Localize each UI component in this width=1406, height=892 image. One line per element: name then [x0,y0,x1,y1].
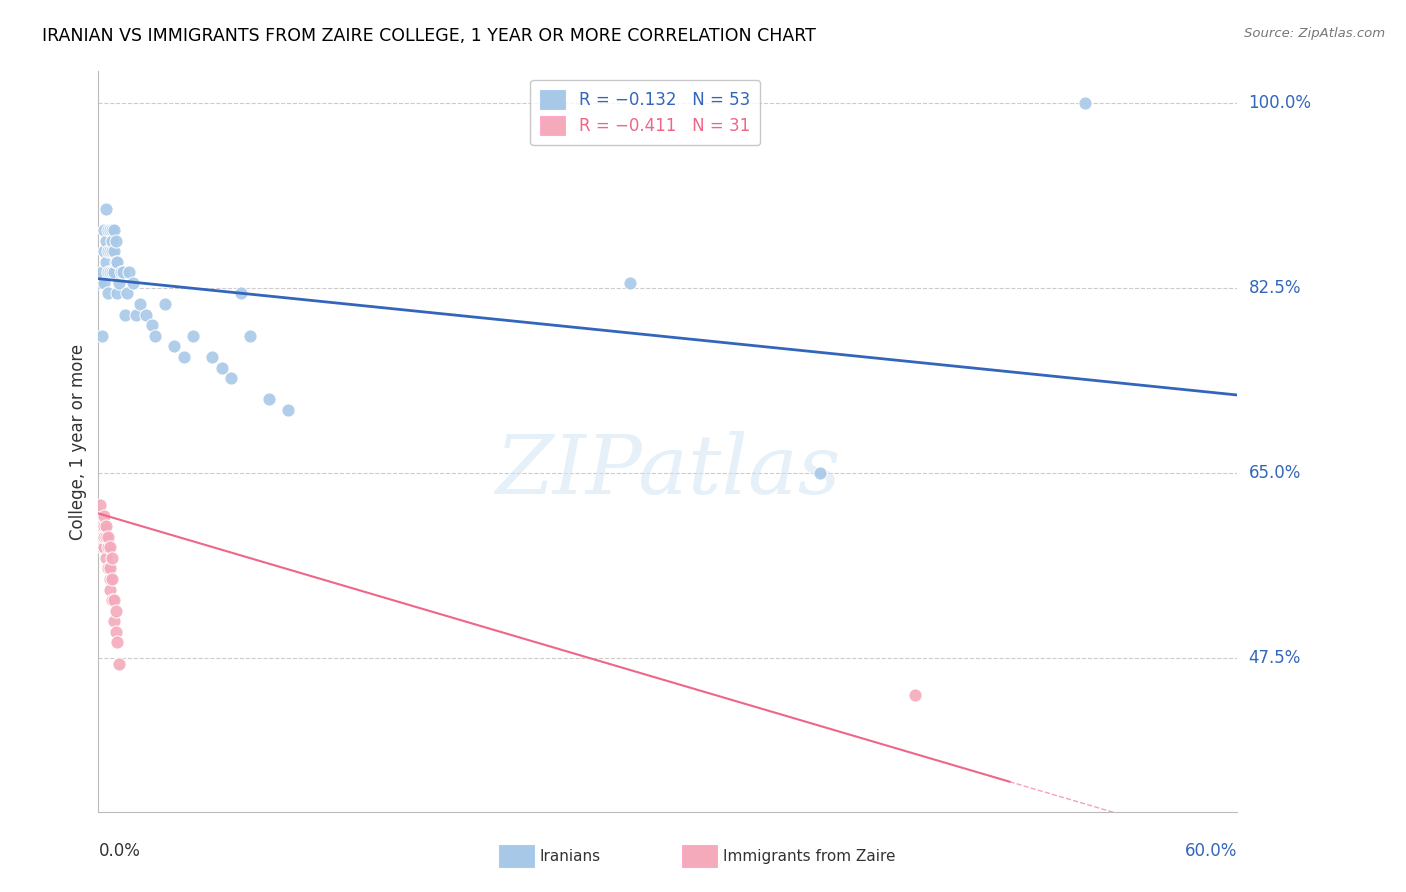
Point [104,234,127,248]
Point [93,276,115,290]
Point [89,498,111,512]
Point [98,244,121,259]
Text: 100.0%: 100.0% [1249,94,1312,112]
Point [97,530,120,544]
Point [97,223,120,237]
Point [118,265,141,279]
Point [141,318,163,333]
Y-axis label: College, 1 year or more: College, 1 year or more [69,343,87,540]
Point [103,615,125,629]
Point [135,308,157,322]
Point [107,254,129,268]
Point [808,467,831,481]
Point [108,657,131,671]
Point [94,234,117,248]
Point [98,223,121,237]
Legend: R = −0.132   N = 53, R = −0.411   N = 31: R = −0.132 N = 53, R = −0.411 N = 31 [530,79,759,145]
Point [211,360,233,375]
Point [97,265,120,279]
Point [100,234,122,248]
Point [98,541,121,555]
Point [93,244,115,259]
Point [103,223,125,237]
Point [98,582,121,597]
Point [100,593,122,607]
Text: 47.5%: 47.5% [1249,649,1301,667]
Text: 82.5%: 82.5% [1249,279,1301,297]
Point [91,541,114,555]
Point [100,265,122,279]
Point [121,276,143,290]
Point [153,297,176,311]
Point [91,530,114,544]
Point [91,519,114,533]
Point [97,541,120,555]
Point [93,519,115,533]
Point [129,297,152,311]
Point [100,572,122,586]
Point [277,402,299,417]
Point [107,635,129,649]
Point [115,286,138,301]
Point [163,339,186,353]
Point [98,572,121,586]
Point [103,593,125,607]
Point [1074,96,1097,111]
Point [91,519,114,533]
Point [114,308,136,322]
Text: Source: ZipAtlas.com: Source: ZipAtlas.com [1244,27,1385,40]
Point [91,328,114,343]
Point [201,350,224,364]
Point [239,328,262,343]
Point [103,244,125,259]
Point [89,276,111,290]
Point [173,350,195,364]
Point [93,223,115,237]
Point [221,371,243,385]
Text: Iranians: Iranians [540,849,600,863]
Point [93,530,115,544]
Point [619,276,641,290]
Point [89,519,111,533]
Point [229,286,252,301]
Point [98,561,121,575]
Point [97,561,120,575]
Point [259,392,281,407]
Text: 0.0%: 0.0% [98,842,141,860]
Point [112,265,135,279]
Point [183,328,205,343]
Point [93,508,115,523]
Point [94,550,117,565]
Point [103,265,125,279]
Point [94,202,117,216]
Text: IRANIAN VS IMMIGRANTS FROM ZAIRE COLLEGE, 1 YEAR OR MORE CORRELATION CHART: IRANIAN VS IMMIGRANTS FROM ZAIRE COLLEGE… [42,27,815,45]
Point [98,265,121,279]
Point [100,223,122,237]
Point [104,624,127,639]
Point [108,276,131,290]
Point [104,254,127,268]
Point [97,286,120,301]
Point [104,604,127,618]
Point [125,308,148,322]
Point [145,328,167,343]
Text: ZIPatlas: ZIPatlas [495,431,841,511]
Point [91,265,114,279]
Point [110,265,132,279]
Point [94,254,117,268]
Point [904,689,927,703]
Point [100,244,122,259]
Point [107,286,129,301]
Text: 65.0%: 65.0% [1249,464,1301,483]
Point [100,550,122,565]
Text: Immigrants from Zaire: Immigrants from Zaire [723,849,896,863]
Point [94,530,117,544]
Point [97,244,120,259]
Point [94,519,117,533]
Point [93,541,115,555]
Text: 60.0%: 60.0% [1185,842,1237,860]
Point [93,530,115,544]
